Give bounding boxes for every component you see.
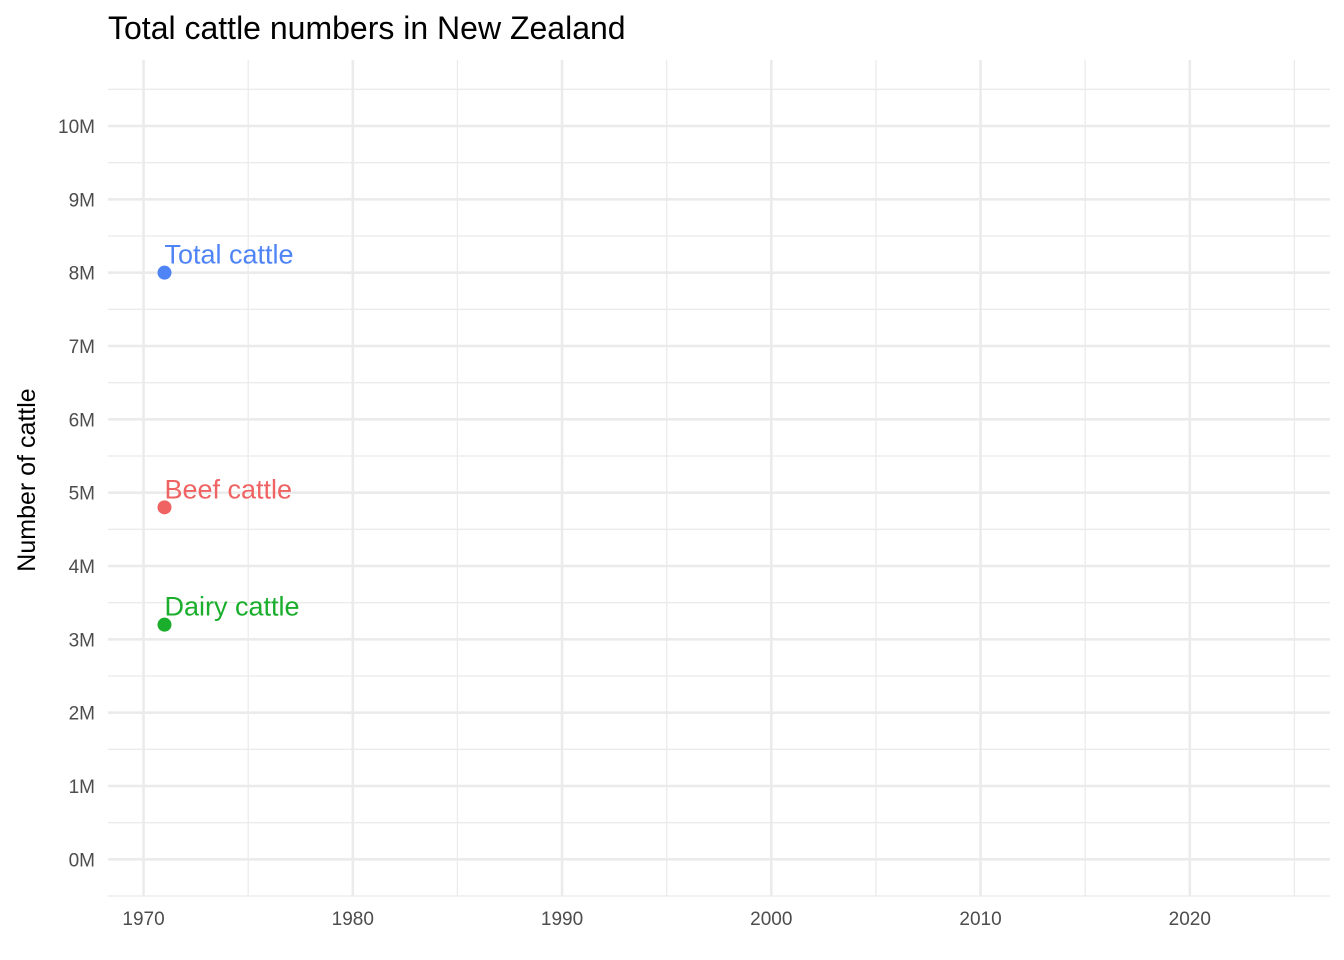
data-points: Total cattle Beef cattle Dairy cattle — [157, 240, 300, 632]
series-label: Dairy cattle — [164, 592, 299, 622]
data-point — [157, 265, 172, 280]
x-axis-ticks: 1970 1980 1990 2000 2010 2020 — [122, 909, 1211, 930]
grid — [108, 60, 1330, 897]
chart-title: Total cattle numbers in New Zealand — [108, 10, 626, 46]
x-tick-label: 1980 — [332, 909, 374, 930]
y-tick-label: 8M — [69, 264, 95, 285]
y-tick-label: 9M — [69, 190, 95, 211]
data-point — [157, 617, 172, 632]
y-tick-label: 0M — [69, 850, 95, 871]
x-tick-label: 2020 — [1169, 909, 1211, 930]
y-tick-label: 5M — [69, 484, 95, 505]
x-tick-label: 2000 — [750, 909, 792, 930]
y-axis-label: Number of cattle — [13, 388, 41, 571]
data-point — [157, 500, 172, 515]
y-tick-label: 6M — [69, 410, 95, 431]
y-tick-label: 4M — [69, 557, 95, 578]
series-label: Total cattle — [164, 240, 293, 270]
series-label: Beef cattle — [164, 474, 292, 504]
y-tick-label: 1M — [69, 777, 95, 798]
y-tick-label: 7M — [69, 337, 95, 358]
y-tick-label: 2M — [69, 704, 95, 725]
y-tick-label: 10M — [58, 117, 95, 138]
y-tick-label: 3M — [69, 630, 95, 651]
x-tick-label: 1970 — [122, 909, 164, 930]
x-tick-label: 1990 — [541, 909, 583, 930]
x-tick-label: 2010 — [959, 909, 1001, 930]
y-axis-ticks: 0M 1M 2M 3M 4M 5M 6M 7M 8M 9M 10M — [58, 117, 95, 871]
